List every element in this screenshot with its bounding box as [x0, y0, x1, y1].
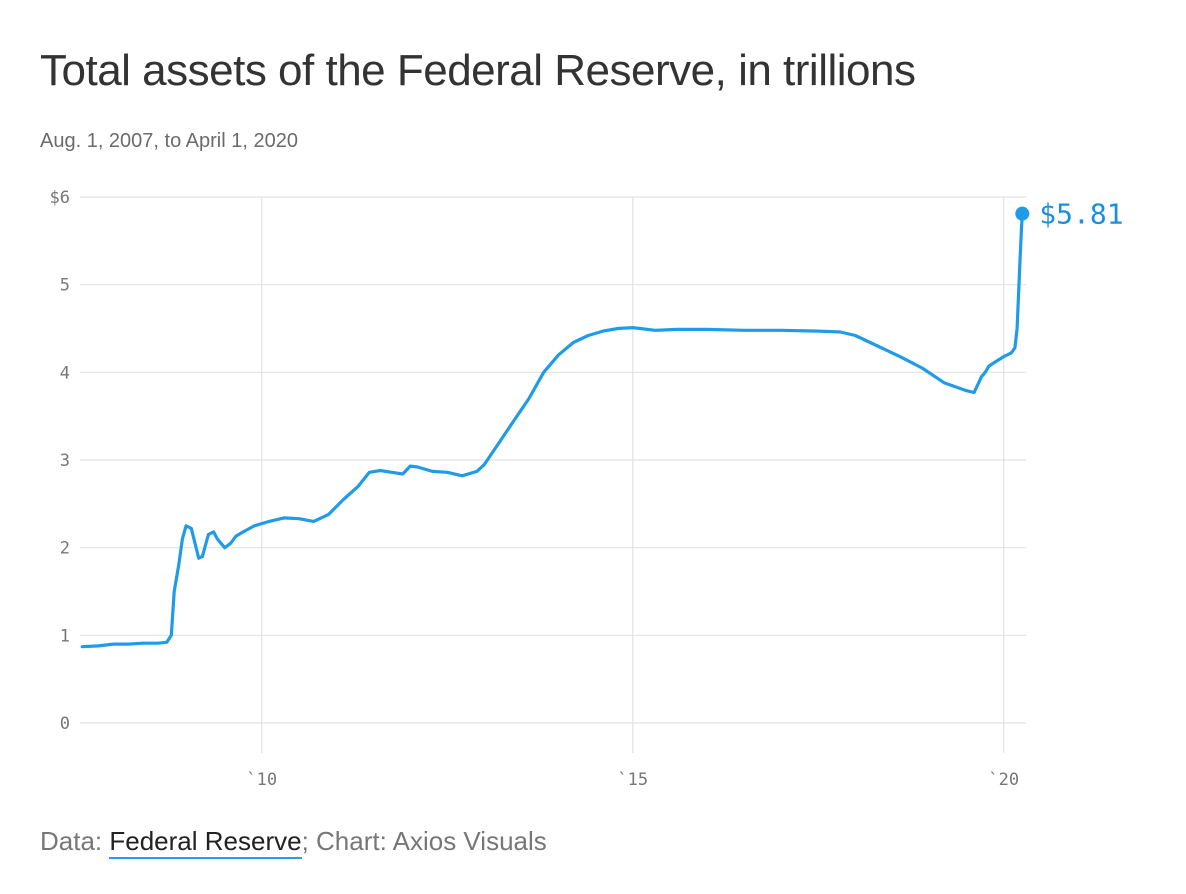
y-tick-label: 5	[60, 276, 70, 296]
end-point-marker	[1015, 206, 1030, 221]
y-tick-label: 3	[60, 451, 70, 471]
series-line	[80, 212, 1024, 649]
x-tick-label: `10	[246, 770, 277, 790]
footer-suffix: ; Chart: Axios Visuals	[301, 826, 547, 856]
chart-title: Total assets of the Federal Reserve, in …	[40, 46, 916, 95]
line-chart: 0 1 2 3 4 5 $6 `10 `15 `20 $5.81	[50, 188, 1124, 790]
end-value-label: $5.81	[1039, 198, 1123, 231]
y-tick-label: 1	[60, 626, 70, 646]
y-tick-label: 0	[60, 714, 70, 734]
grid-lines	[80, 196, 1026, 753]
x-tick-label: `15	[617, 770, 648, 790]
x-tick-label: `20	[988, 770, 1019, 790]
footer-prefix: Data:	[40, 826, 110, 856]
y-tick-label: 2	[60, 539, 70, 559]
chart-subtitle: Aug. 1, 2007, to April 1, 2020	[40, 130, 298, 152]
chart-footer: Data: Federal Reserve; Chart: Axios Visu…	[40, 826, 547, 859]
y-tick-label: 4	[60, 363, 70, 383]
y-axis-ticks: 0 1 2 3 4 5 $6	[50, 188, 70, 734]
source-link[interactable]: Federal Reserve	[109, 826, 302, 859]
y-tick-label: $6	[50, 188, 70, 208]
x-axis-ticks: `10 `15 `20	[246, 770, 1019, 790]
